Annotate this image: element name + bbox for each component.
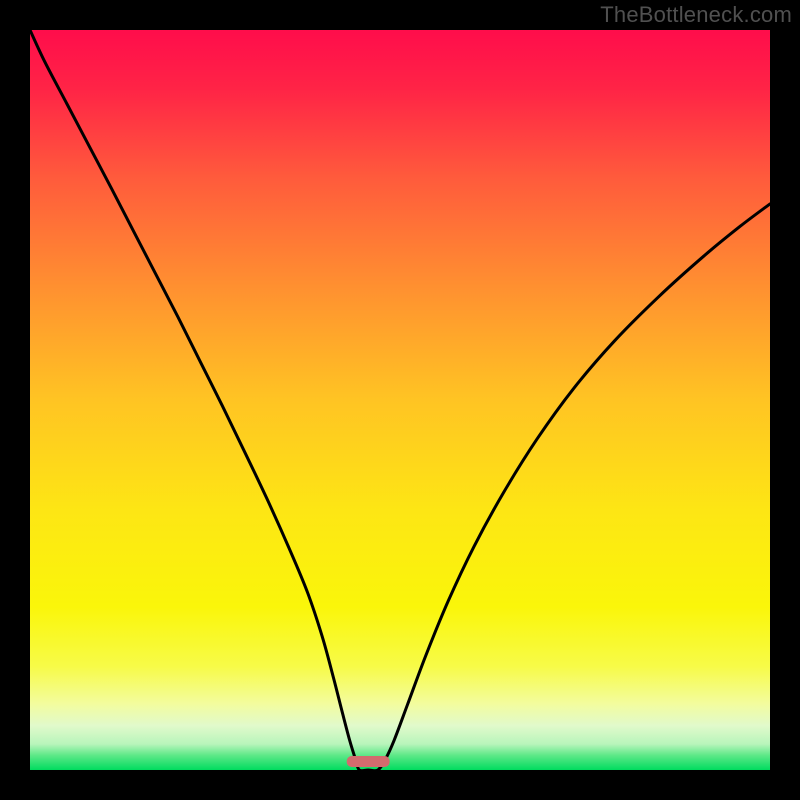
plot-background xyxy=(30,30,770,770)
watermark-text: TheBottleneck.com xyxy=(600,2,792,28)
chart-container: TheBottleneck.com xyxy=(0,0,800,800)
optimum-marker xyxy=(347,756,390,767)
bottleneck-chart xyxy=(0,0,800,800)
